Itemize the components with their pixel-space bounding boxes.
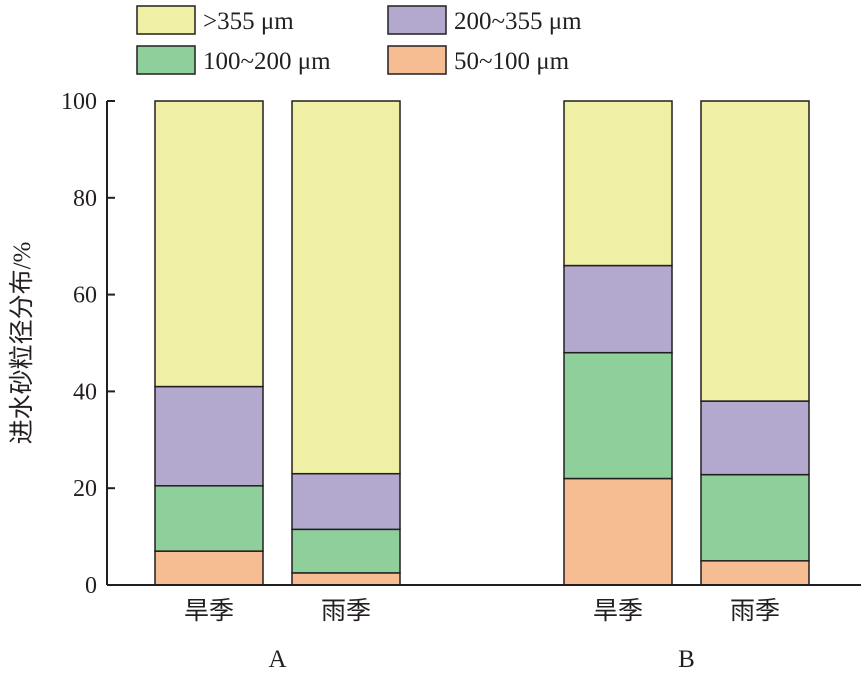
x-group-label: B [678,646,695,673]
bar-segment [154,385,264,487]
x-category-label: 雨季 [321,597,371,625]
bar-segment [291,100,401,475]
legend: >355 μm 200~355 μm 100~200 μm 50~100 μm [136,5,582,75]
y-tick-label: 20 [73,476,97,502]
bar-segment [563,351,673,480]
x-axis-labels: 旱季 雨季 A 旱季 雨季 B [184,597,780,673]
y-tick-label: 40 [73,379,97,405]
y-axis-title: 进水砂粒径分布/% [8,242,36,445]
y-axis: 0 20 40 60 80 100 [61,89,115,599]
x-category-label: 雨季 [730,597,780,625]
bar-segment [563,264,673,354]
bar-segment [700,100,810,402]
legend-swatch [136,45,196,75]
bar-segment [154,485,264,552]
y-tick-label: 100 [61,89,97,115]
legend-label: 50~100 μm [454,48,570,75]
bar-segment [291,528,401,574]
bar-segment [563,477,673,586]
bar-segment [291,472,401,531]
bar-segment [154,100,264,388]
y-tick-label: 0 [85,573,97,599]
legend-swatch [136,5,196,35]
x-category-label: 旱季 [184,597,234,625]
legend-label: 100~200 μm [203,48,331,75]
bars [154,100,810,586]
x-category-label: 旱季 [593,597,643,625]
legend-label: 200~355 μm [454,8,582,35]
bar-segment [563,100,673,267]
bar-segment [700,560,810,586]
y-tick-label: 80 [73,186,97,212]
legend-swatch [387,45,447,75]
y-tick-label: 60 [73,283,97,309]
legend-label: >355 μm [203,8,294,35]
bar-segment [700,400,810,476]
bar-segment [291,572,401,586]
bar-segment [700,473,810,562]
legend-swatch [387,5,447,35]
x-group-label: A [268,646,286,673]
bar-segment [154,550,264,586]
